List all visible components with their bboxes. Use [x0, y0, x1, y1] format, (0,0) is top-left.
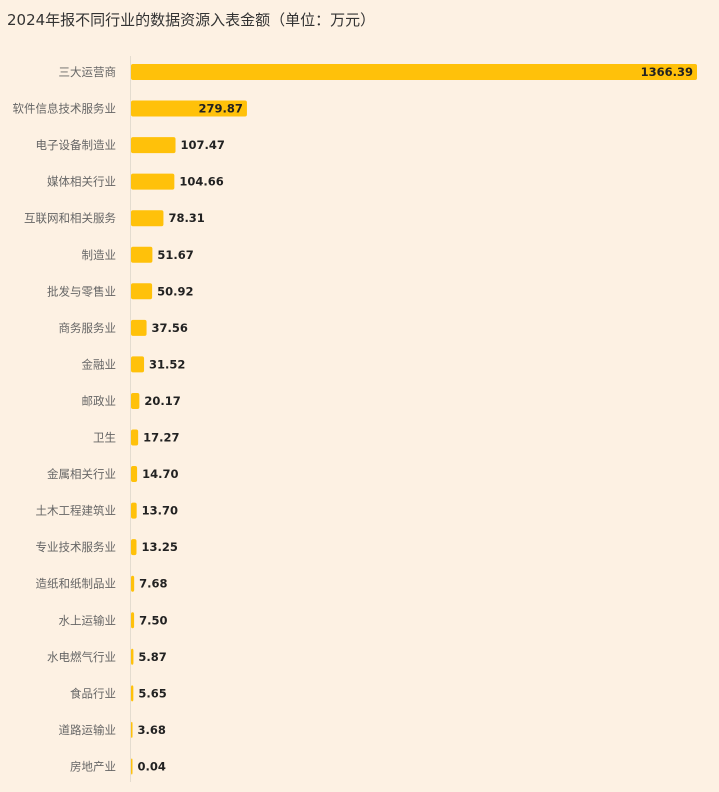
bar[interactable] — [131, 210, 164, 227]
category-label: 食品行业 — [70, 686, 116, 700]
bar[interactable] — [131, 173, 175, 190]
value-label: 279.87 — [199, 102, 243, 116]
value-label: 1366.39 — [641, 65, 693, 79]
value-label: 14.70 — [142, 467, 178, 481]
bar[interactable] — [131, 502, 137, 519]
category-label: 土木工程建筑业 — [36, 504, 117, 518]
value-label: 50.92 — [157, 284, 193, 298]
value-label: 51.67 — [157, 248, 193, 262]
value-label: 104.66 — [179, 175, 223, 189]
bar[interactable] — [131, 283, 153, 300]
value-label: 5.65 — [138, 686, 166, 700]
bars-group: 三大运营商 1366.39 软件信息技术服务业 279.87 电子设备制造业 107.47… — [13, 64, 697, 775]
category-label: 电子设备制造业 — [36, 138, 117, 152]
category-label: 房地产业 — [70, 759, 116, 773]
category-label: 批发与零售业 — [47, 284, 116, 298]
category-label: 邮政业 — [82, 394, 117, 408]
bar[interactable] — [131, 392, 140, 409]
value-label: 107.47 — [181, 138, 225, 152]
category-label: 软件信息技术服务业 — [13, 102, 117, 116]
category-label: 水电燃气行业 — [47, 650, 116, 664]
value-label: 5.87 — [138, 650, 166, 664]
category-label: 金属相关行业 — [47, 467, 116, 481]
bar[interactable] — [131, 612, 135, 629]
value-label: 31.52 — [149, 357, 185, 371]
category-label: 制造业 — [82, 248, 117, 262]
value-label: 20.17 — [144, 394, 180, 408]
value-label: 7.68 — [139, 577, 167, 591]
bar[interactable] — [131, 100, 247, 117]
category-label: 道路运输业 — [59, 723, 117, 737]
bar[interactable] — [131, 246, 153, 263]
bar[interactable] — [131, 356, 145, 373]
bar[interactable] — [131, 429, 139, 446]
bar[interactable] — [131, 685, 134, 702]
value-label: 13.25 — [141, 540, 177, 554]
category-label: 金融业 — [82, 357, 117, 371]
category-label: 商务服务业 — [59, 321, 117, 335]
bar[interactable] — [131, 758, 133, 775]
value-label: 13.70 — [142, 504, 178, 518]
category-label: 三大运营商 — [59, 65, 117, 79]
chart-title: 2024年报不同行业的数据资源入表金额（单位：万元） — [7, 11, 376, 29]
value-label: 3.68 — [138, 723, 166, 737]
bar[interactable] — [131, 319, 147, 336]
value-label: 7.50 — [139, 613, 167, 627]
value-label: 78.31 — [168, 211, 204, 225]
category-label: 造纸和纸制品业 — [36, 577, 117, 591]
value-label: 37.56 — [152, 321, 188, 335]
bar[interactable] — [131, 137, 176, 154]
bar[interactable] — [131, 648, 134, 665]
category-label: 卫生 — [93, 431, 116, 445]
category-label: 专业技术服务业 — [36, 540, 117, 554]
bar[interactable] — [131, 575, 135, 592]
value-label: 0.04 — [138, 759, 166, 773]
bar[interactable] — [131, 466, 138, 483]
category-label: 互联网和相关服务 — [24, 211, 116, 225]
bar[interactable] — [131, 721, 133, 738]
category-label: 水上运输业 — [59, 613, 117, 627]
value-label: 17.27 — [143, 431, 179, 445]
category-label: 媒体相关行业 — [47, 175, 116, 189]
bar[interactable] — [131, 539, 137, 556]
bar[interactable] — [131, 64, 697, 80]
